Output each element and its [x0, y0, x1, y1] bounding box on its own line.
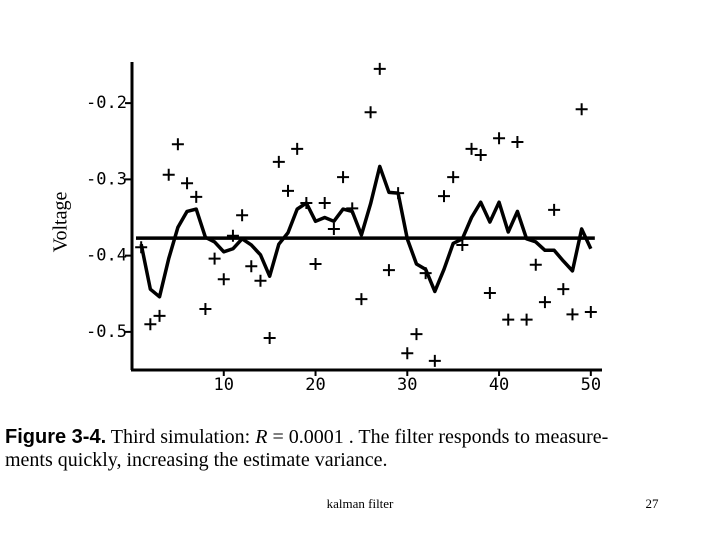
- x-tick-label: 20: [305, 375, 325, 395]
- measurement-marker: [511, 136, 524, 149]
- measurement-marker: [282, 184, 294, 197]
- page-number: 27: [646, 496, 660, 511]
- measurement-marker: [153, 309, 166, 322]
- y-axis-label: Voltage: [50, 192, 72, 253]
- y-tick-label: -0.5: [86, 322, 127, 342]
- measurement-marker: [529, 258, 542, 271]
- measurement-marker: [428, 354, 441, 367]
- footer-title: kalman filter: [327, 496, 394, 511]
- measurement-marker: [548, 203, 561, 216]
- measurement-marker: [208, 252, 221, 265]
- measurement-marker: [236, 209, 249, 222]
- measurement-marker: [291, 142, 304, 155]
- measurement-marker: [226, 229, 239, 242]
- y-tick-label: -0.3: [86, 169, 127, 189]
- measurement-marker: [217, 273, 230, 286]
- caption-line2: ments quickly, increasing the estimate v…: [5, 449, 387, 471]
- measurement-marker: [327, 222, 340, 235]
- measurement-marker: [575, 103, 588, 116]
- measurement-marker: [502, 313, 515, 326]
- measurement-marker: [493, 132, 506, 145]
- caption-label: Figure 3-4.: [5, 426, 106, 448]
- measurement-marker: [318, 197, 331, 210]
- measurement-marker: [465, 142, 478, 155]
- estimate-line: [139, 164, 593, 299]
- measurement-marker: [190, 190, 203, 203]
- measurement-marker: [584, 306, 597, 319]
- measurement-marker: [171, 138, 184, 151]
- caption-symbol: R: [254, 426, 267, 448]
- measurement-marker: [144, 318, 157, 331]
- measurement-marker: [364, 106, 377, 119]
- measurement-marker: [483, 286, 496, 299]
- measurement-marker: [382, 264, 395, 277]
- measurement-marker: [520, 313, 533, 326]
- measurement-marker: [373, 62, 386, 75]
- measurement-marker: [474, 148, 487, 161]
- measurement-marker: [254, 274, 267, 287]
- measurement-marker: [181, 177, 194, 190]
- measurement-marker: [263, 331, 276, 344]
- caption-rest: = 0.0001 . The filter responds to measur…: [272, 426, 608, 448]
- measurement-marker: [447, 171, 460, 184]
- measurement-marker: [337, 171, 350, 184]
- x-tick-label: 50: [581, 375, 601, 395]
- caption-lead: Third simulation:: [111, 426, 250, 448]
- measurement-marker: [199, 303, 212, 315]
- measurement-marker: [456, 238, 469, 251]
- measurement-marker: [410, 328, 423, 341]
- x-tick-label: 30: [397, 375, 417, 395]
- y-tick-label: -0.4: [86, 246, 127, 266]
- measurement-marker: [245, 260, 258, 273]
- measurement-marker: [162, 168, 175, 181]
- caption: Figure 3-4. Third simulation: R = 0.0001…: [5, 426, 608, 448]
- x-tick-label: 10: [214, 375, 234, 395]
- measurement-marker: [272, 155, 285, 168]
- measurement-marker: [538, 296, 551, 309]
- measurement-marker: [566, 308, 579, 321]
- measurement-marker: [309, 258, 322, 271]
- measurement-marker: [438, 190, 450, 203]
- y-tick-label: -0.2: [86, 93, 127, 113]
- x-tick-label: 40: [489, 375, 509, 395]
- measurement-marker: [401, 347, 414, 360]
- measurement-marker: [355, 293, 368, 306]
- measurement-marker: [557, 283, 570, 296]
